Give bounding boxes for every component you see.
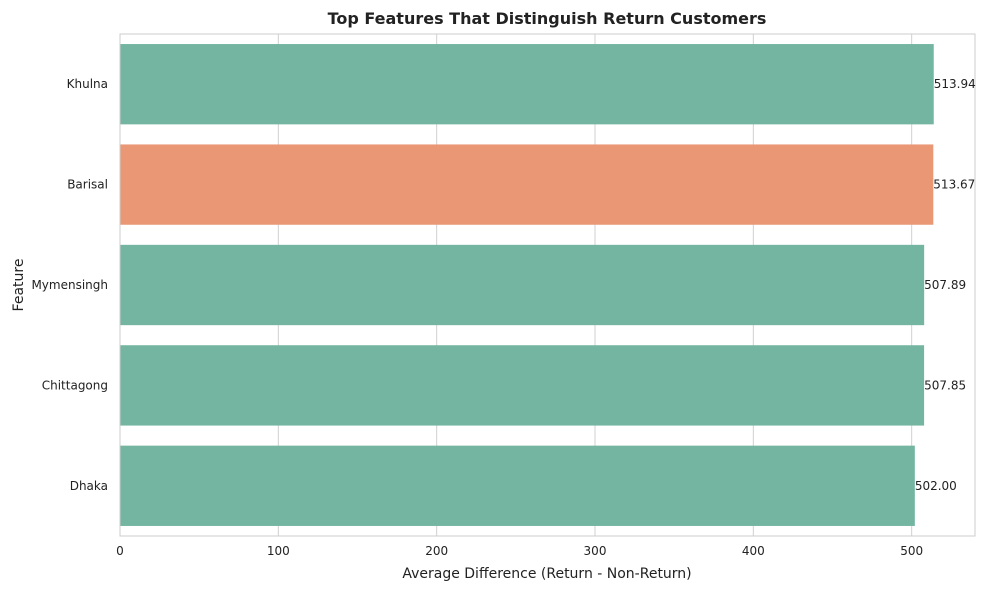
bar: [120, 144, 934, 225]
y-tick-label: Chittagong: [42, 378, 108, 392]
chart-title: Top Features That Distinguish Return Cus…: [328, 9, 767, 28]
bar: [120, 345, 925, 426]
y-axis-label: Feature: [11, 259, 27, 312]
x-tick-label: 300: [584, 544, 607, 558]
bar-value-label: 502.00: [915, 479, 957, 493]
data-labels: 513.94 513.67 507.89 507.85 502.00: [915, 77, 976, 493]
bar: [120, 445, 915, 526]
bars: [120, 44, 934, 526]
bar-value-label: 513.67: [933, 178, 975, 192]
x-axis-ticks: 0 100 200 300 400 500: [116, 544, 923, 558]
bar: [120, 44, 934, 125]
y-tick-label: Khulna: [67, 77, 108, 91]
x-axis-label: Average Difference (Return - Non-Return): [402, 566, 691, 582]
bar-value-label: 507.89: [924, 278, 966, 292]
y-tick-label: Barisal: [67, 178, 108, 192]
x-tick-label: 200: [425, 544, 448, 558]
y-tick-label: Mymensingh: [31, 278, 108, 292]
x-tick-label: 500: [900, 544, 923, 558]
y-tick-label: Dhaka: [70, 479, 108, 493]
x-tick-label: 400: [742, 544, 765, 558]
bar-value-label: 507.85: [924, 378, 966, 392]
plot-frame: [119, 33, 976, 537]
x-tick-label: 0: [116, 544, 124, 558]
y-axis-ticks: Khulna Barisal Mymensingh Chittagong Dhaka: [31, 77, 108, 493]
bar-value-label: 513.94: [934, 77, 976, 91]
x-tick-label: 100: [267, 544, 290, 558]
bar: [120, 244, 925, 326]
